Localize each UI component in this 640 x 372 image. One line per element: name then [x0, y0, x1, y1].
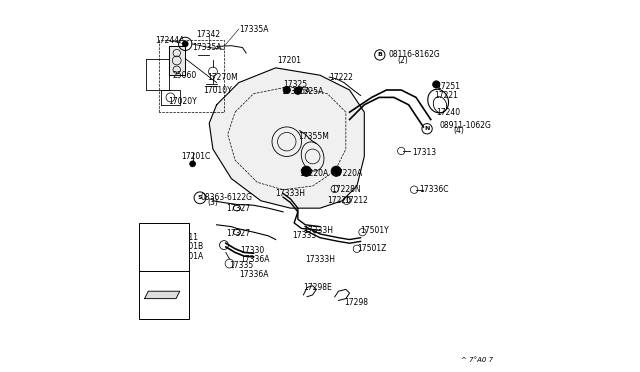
FancyBboxPatch shape: [139, 271, 189, 319]
Circle shape: [331, 166, 341, 176]
Circle shape: [189, 161, 196, 167]
Text: 17325: 17325: [283, 80, 307, 89]
Text: 17336A: 17336A: [241, 255, 270, 264]
Text: 17501Y: 17501Y: [360, 226, 389, 235]
Text: 17326B: 17326B: [156, 276, 185, 285]
Text: ^ 7°A0 7: ^ 7°A0 7: [461, 357, 493, 363]
Text: N: N: [424, 126, 430, 131]
Polygon shape: [168, 46, 185, 75]
Text: 17201A: 17201A: [174, 251, 204, 261]
Text: 17335A: 17335A: [193, 43, 222, 52]
Text: 17220A: 17220A: [333, 169, 362, 177]
Text: 17325A: 17325A: [281, 87, 310, 96]
Text: 17330: 17330: [241, 246, 265, 255]
Text: 17020Y: 17020Y: [168, 97, 197, 106]
Text: 17333: 17333: [292, 231, 317, 240]
Text: 17342: 17342: [196, 30, 220, 39]
Polygon shape: [145, 291, 180, 299]
Text: 17212: 17212: [344, 196, 368, 205]
Circle shape: [294, 87, 301, 94]
Text: 17311: 17311: [174, 233, 198, 242]
Text: 17222: 17222: [329, 73, 353, 81]
Text: 17333H: 17333H: [303, 226, 333, 235]
Text: 17240: 17240: [436, 108, 460, 117]
Text: 25060: 25060: [172, 71, 196, 80]
Text: 17220A: 17220A: [300, 169, 329, 177]
Text: B: B: [378, 52, 382, 57]
Text: 17286: 17286: [156, 270, 180, 279]
Text: 17333H: 17333H: [276, 189, 306, 198]
Text: 17228N: 17228N: [331, 185, 361, 194]
Text: 17201C: 17201C: [182, 152, 211, 161]
Text: 08911-1062G: 08911-1062G: [440, 121, 492, 129]
Text: 17355M: 17355M: [298, 132, 329, 141]
Text: 17327: 17327: [226, 203, 250, 213]
Text: 17244A: 17244A: [156, 36, 185, 45]
Text: 17010Y: 17010Y: [204, 86, 232, 94]
Text: 17333H: 17333H: [305, 255, 335, 264]
Text: S: S: [198, 195, 202, 200]
Text: 17298E: 17298E: [303, 283, 332, 292]
Text: 17335: 17335: [230, 261, 254, 270]
Text: (4): (4): [453, 126, 464, 135]
Text: 17327: 17327: [226, 230, 250, 238]
Text: (3): (3): [207, 198, 218, 207]
Text: 17270M: 17270M: [207, 73, 238, 81]
Text: 17325A: 17325A: [294, 87, 324, 96]
Text: 17298: 17298: [344, 298, 368, 307]
Circle shape: [182, 41, 188, 47]
Text: 17336C: 17336C: [420, 185, 449, 194]
Text: 17221: 17221: [435, 91, 458, 100]
Circle shape: [283, 86, 291, 94]
Text: 17335A: 17335A: [239, 25, 268, 33]
Text: 17201: 17201: [278, 56, 301, 65]
Text: 08363-6122G: 08363-6122G: [200, 193, 252, 202]
Text: 17220: 17220: [328, 196, 351, 205]
Polygon shape: [209, 68, 364, 208]
Circle shape: [140, 229, 144, 233]
Text: 17501Z: 17501Z: [357, 244, 387, 253]
Text: 17201B: 17201B: [174, 243, 204, 251]
Text: 08116-8162G: 08116-8162G: [388, 51, 440, 60]
Text: 17251: 17251: [436, 82, 460, 91]
FancyBboxPatch shape: [139, 223, 189, 271]
Text: 17336A: 17336A: [239, 270, 268, 279]
Circle shape: [148, 237, 152, 241]
Text: 17313: 17313: [412, 148, 436, 157]
Circle shape: [140, 245, 144, 249]
Text: (2): (2): [397, 56, 408, 65]
Circle shape: [433, 81, 440, 88]
Circle shape: [301, 166, 312, 176]
